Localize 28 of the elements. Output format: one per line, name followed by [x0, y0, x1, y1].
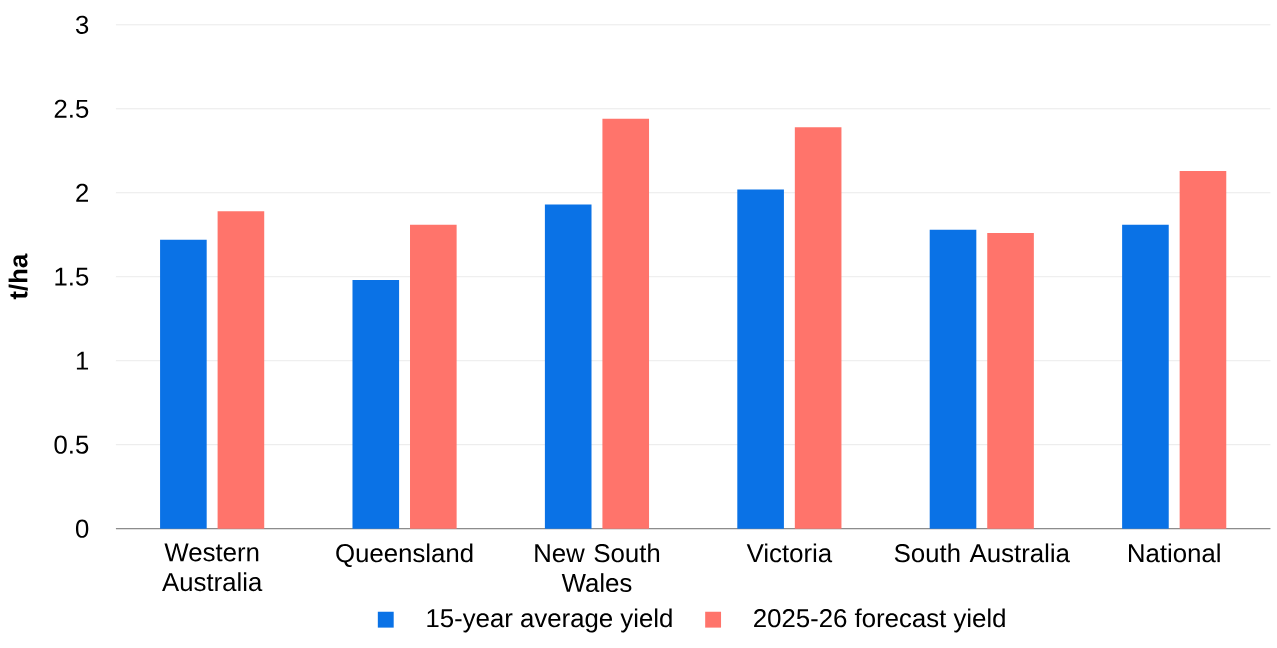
x-tick-label: Western Australia: [162, 543, 263, 592]
y-tick-label: 2: [76, 183, 88, 202]
bar: [410, 224, 457, 529]
y-tick-label: 2.5: [54, 99, 89, 119]
x-tick-label: Victoria: [746, 543, 833, 563]
bar: [987, 233, 1034, 529]
legend-label: 15-year average yield: [427, 608, 672, 633]
y-tick-label: 1: [76, 351, 89, 370]
y-tick-label: 3: [75, 15, 89, 35]
bar: [217, 211, 265, 529]
x-tick-label: South Australia: [894, 543, 1070, 563]
y-tick-label: 0: [75, 519, 89, 538]
bar: [544, 204, 592, 529]
bar: [1179, 171, 1227, 529]
y-tick-label: 1.5: [55, 267, 89, 286]
x-tick-label: Queensland: [336, 543, 473, 568]
x-tick-label: New South Wales: [535, 543, 660, 593]
bar: [602, 119, 650, 529]
bar: [1122, 224, 1169, 529]
bar: [352, 280, 400, 529]
bar: [794, 127, 842, 529]
x-tick-label: National: [1129, 543, 1220, 563]
y-axis-title: t/ha: [8, 253, 28, 300]
legend-label: 2025-26 forecast yield: [754, 608, 1005, 633]
bar: [737, 189, 784, 529]
y-tick-label: 0.5: [54, 435, 89, 454]
bar: [160, 239, 207, 529]
bar: [929, 229, 977, 529]
